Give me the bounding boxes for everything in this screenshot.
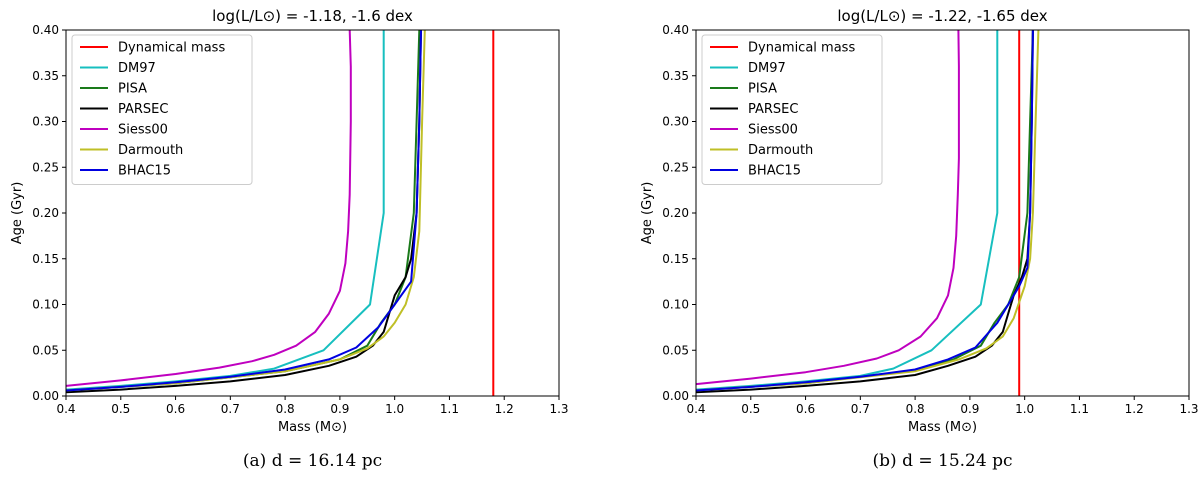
legend-entry: BHAC15 [748,164,801,179]
figure-caption: (b) d = 15.24 pc [873,451,1013,471]
y-tick-label: 0.30 [32,115,59,129]
legend-entry: Darmouth [748,143,813,158]
x-axis-label: Mass (M⊙) [908,420,977,435]
y-axis-label: Age (Gyr) [10,182,25,245]
x-tick-label: 1.3 [1179,402,1198,416]
y-axis-label: Age (Gyr) [640,182,655,245]
x-tick-label: 0.7 [221,402,240,416]
y-tick-label: 0.20 [662,206,689,220]
y-tick-label: 0.00 [32,389,59,403]
legend-entry: PISA [748,82,777,97]
series-line-bhac15 [696,30,1034,392]
chart-title: log(L/L⊙) = -1.18, -1.6 dex [212,7,413,25]
series-line-bhac15 [66,30,422,392]
y-tick-label: 0.00 [662,389,689,403]
legend-entry: DM97 [748,61,786,76]
legend: Dynamical mass DM97 PISA PARSEC Siess00 Darmo… [71,34,253,185]
chart-title: log(L/L⊙) = -1.22, -1.65 dex [837,7,1047,25]
y-tick-label: 0.05 [662,343,689,357]
y-tick-label: 0.35 [32,69,59,83]
series-line-siess00 [66,30,352,387]
x-axis-label: Mass (M⊙) [278,420,347,435]
y-tick-label: 0.05 [32,343,59,357]
legend-entry: Dynamical mass [118,41,225,56]
figure-caption: (a) d = 16.14 pc [243,451,382,471]
x-tick-label: 0.7 [851,402,870,416]
legend-entry: Dynamical mass [748,41,855,56]
legend-box [71,34,253,185]
y-tick-label: 0.40 [662,23,689,37]
legend-entry: PISA [118,82,147,97]
x-tick-label: 1.1 [440,402,459,416]
x-tick-label: 1.2 [1125,402,1144,416]
legend-entry: PARSEC [748,102,798,117]
y-tick-label: 0.15 [32,252,59,266]
x-tick-label: 1.2 [495,402,514,416]
x-tick-label: 0.9 [960,402,979,416]
x-tick-label: 0.5 [111,402,130,416]
y-tick-label: 0.25 [32,160,59,174]
series-group [696,30,1040,396]
x-tick-label: 0.6 [796,402,815,416]
series-group [66,30,495,396]
x-tick-label: 0.8 [276,402,295,416]
legend-entry: PARSEC [118,102,168,117]
legend-entry: Siess00 [118,123,168,138]
x-tick-label: 0.5 [741,402,760,416]
series-line-darmouth [696,30,1040,392]
legend-entry: BHAC15 [118,164,171,179]
y-tick-label: 0.40 [32,23,59,37]
series-line-siess00 [696,30,960,386]
x-tick-label: 1.1 [1070,402,1089,416]
x-tick-label: 0.8 [906,402,925,416]
y-tick-label: 0.30 [662,115,689,129]
x-tick-label: 0.4 [56,402,75,416]
x-tick-label: 1.3 [549,402,568,416]
series-line-darmouth [66,30,426,392]
y-tick-label: 0.20 [32,206,59,220]
y-tick-label: 0.25 [662,160,689,174]
x-tick-label: 0.6 [166,402,185,416]
y-tick-label: 0.10 [32,298,59,312]
legend-box [701,34,883,185]
y-tick-label: 0.10 [662,298,689,312]
x-tick-label: 1.0 [1015,402,1034,416]
legend-entry: DM97 [118,61,156,76]
x-tick-label: 0.4 [686,402,705,416]
legend: Dynamical mass DM97 PISA PARSEC Siess00 Darmo… [701,34,883,185]
y-tick-label: 0.15 [662,252,689,266]
chart-panel-b: 0.4 0.5 0.6 0.7 0.8 0.9 1.0 1.1 1.2 1.3 0.00 0.05 0.… [640,7,1199,471]
legend-entry: Siess00 [748,123,798,138]
x-tick-label: 0.9 [330,402,349,416]
x-tick-label: 1.0 [385,402,404,416]
y-tick-label: 0.35 [662,69,689,83]
chart-panel-a: 0.4 0.5 0.6 0.7 0.8 0.9 1.0 1.1 1.2 1.3 0.00 0.05 0.… [10,7,569,471]
legend-entry: Darmouth [118,143,183,158]
